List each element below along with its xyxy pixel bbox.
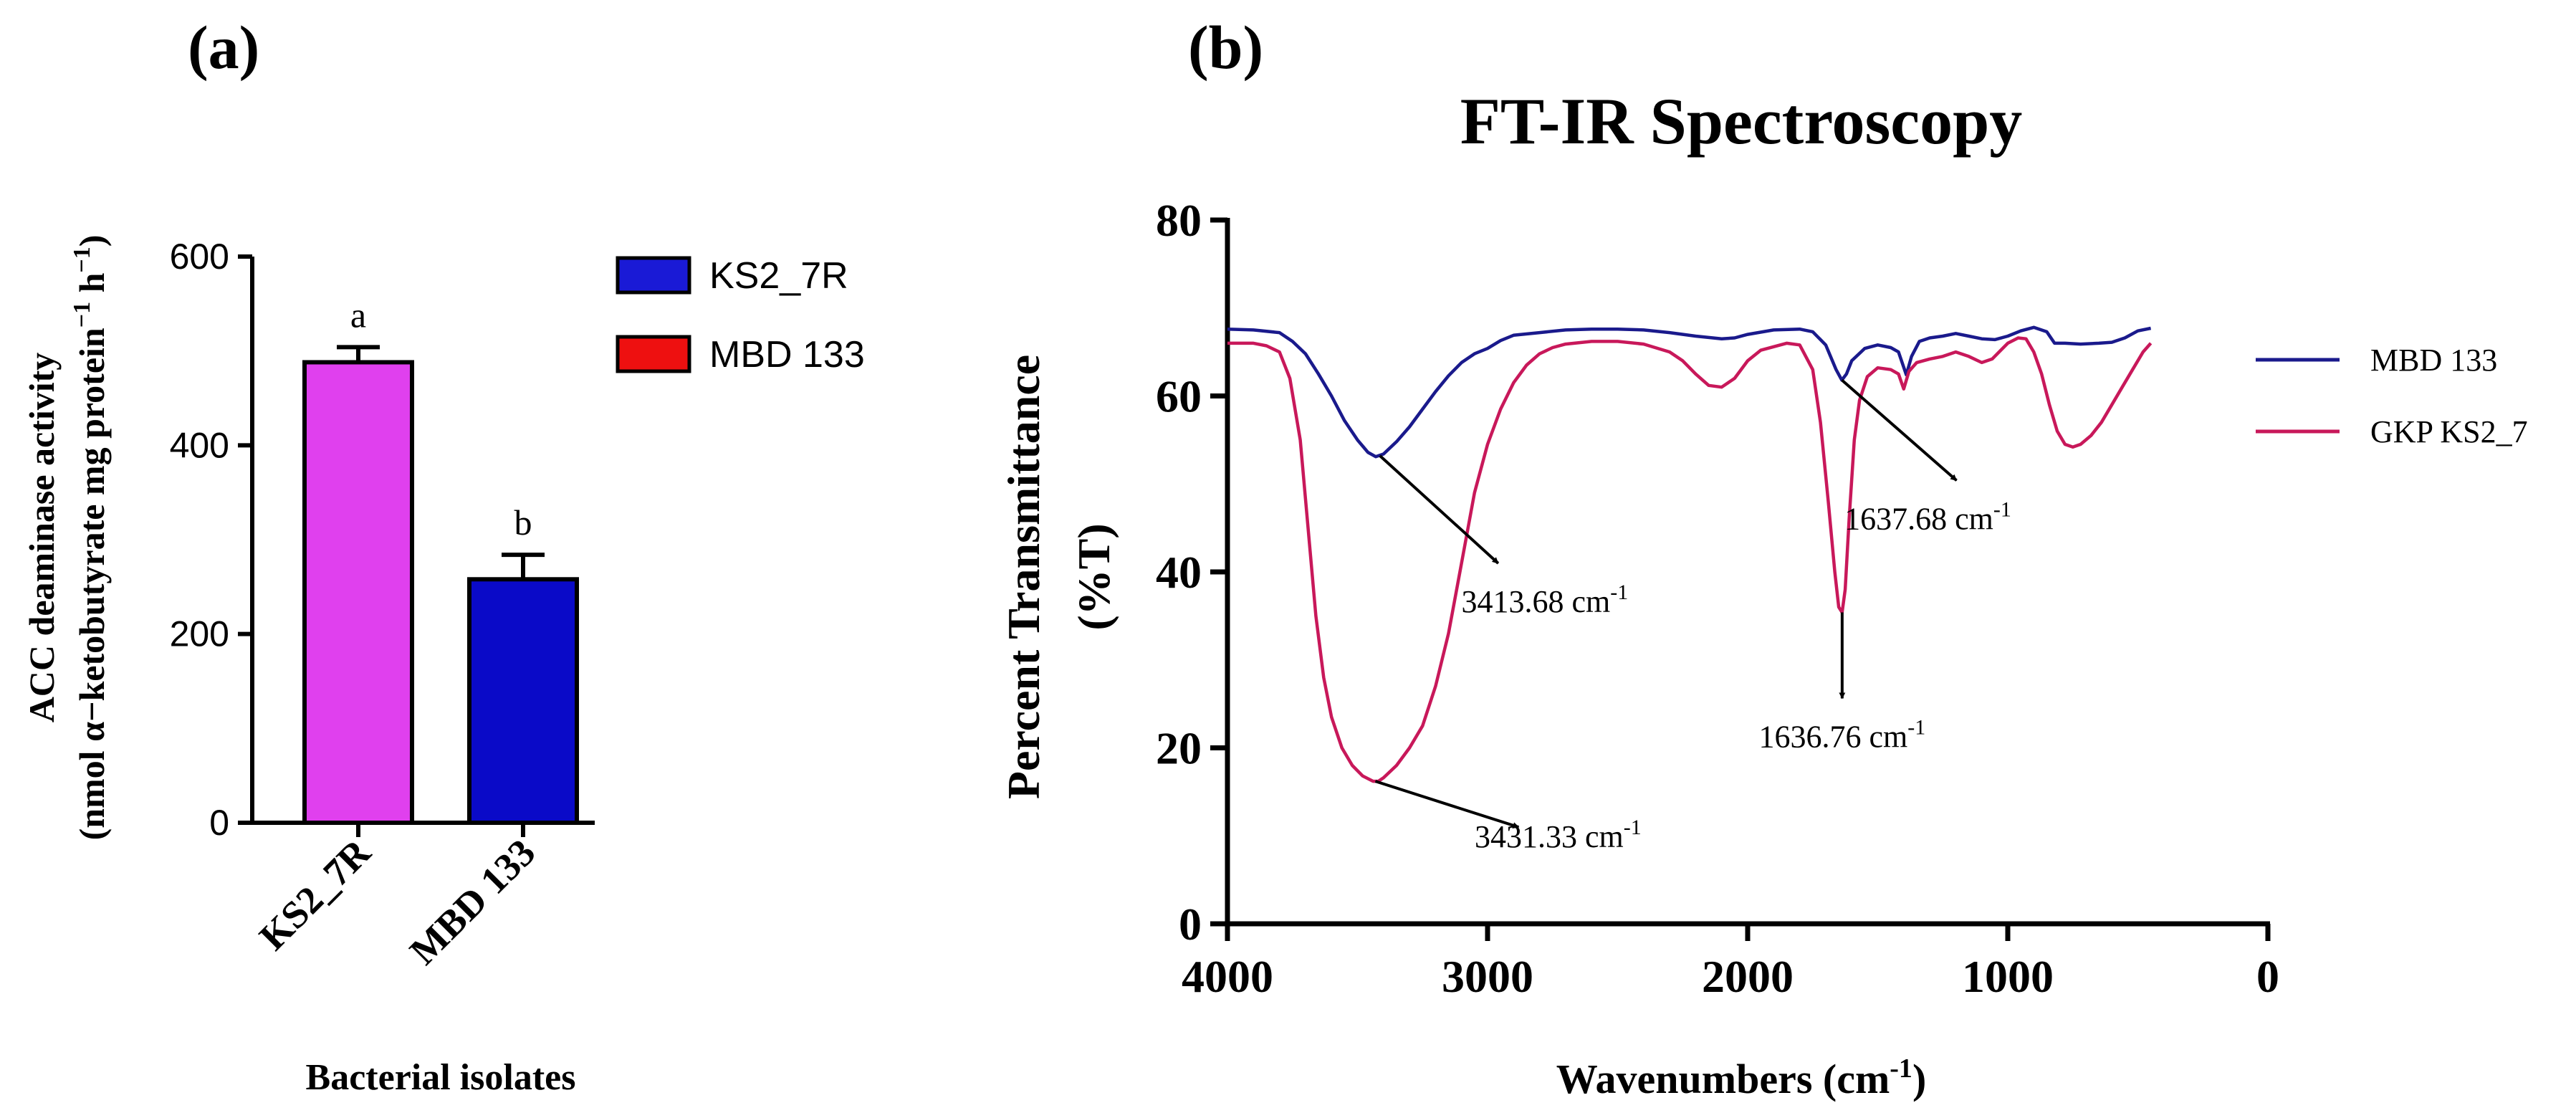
y-tick-label: 0 bbox=[1179, 899, 1202, 950]
significance-letter: a bbox=[350, 295, 366, 335]
spectrum-line bbox=[1227, 336, 2153, 783]
xlabel-post: ) bbox=[1912, 1056, 1926, 1102]
annotation-unit-exponent: -1 bbox=[1993, 497, 2011, 521]
legend-label: GKP KS2_7 bbox=[2370, 414, 2528, 449]
panel-a-legend: KS2_7R MBD 133 bbox=[616, 255, 865, 376]
annotation-unit-exponent: -1 bbox=[1610, 581, 1628, 604]
panel-b-label: (b) bbox=[1188, 13, 1263, 82]
y-tick-label: 600 bbox=[170, 237, 229, 277]
ylabel-line2-pre: (nmol α−ketobutyrate mg protein bbox=[72, 328, 112, 840]
annotation-value: 1636.76 cm bbox=[1758, 719, 1907, 754]
panel-b-ylabel-line2: (%T) bbox=[1068, 523, 1119, 630]
annotation-value: 1637.68 cm bbox=[1844, 501, 1993, 536]
annotation-arrow bbox=[1374, 780, 1520, 829]
annotation-value: 3413.68 cm bbox=[1461, 584, 1610, 619]
annotation-label: 1637.68 cm-1 bbox=[1844, 497, 2011, 536]
panel-a: (a) ACC deaminase activity (nmol α−ketob… bbox=[21, 13, 865, 1098]
panel-b-title: FT-IR Spectroscopy bbox=[1460, 85, 2023, 158]
panel-b-ylabel-line1: Percent Transmittance bbox=[998, 355, 1049, 799]
panel-b-lines bbox=[1227, 325, 2153, 783]
annotation-value: 3431.33 cm bbox=[1475, 819, 1624, 854]
xlabel-sup: -1 bbox=[1890, 1054, 1912, 1084]
x-tick-label: 1000 bbox=[1962, 951, 2054, 1002]
y-tick-label: 200 bbox=[170, 614, 229, 654]
significance-letter: b bbox=[514, 502, 532, 543]
panel-b: (b) FT-IR Spectroscopy Percent Transmitt… bbox=[998, 13, 2528, 1102]
panel-a-ylabel-line1: ACC deaminase activity bbox=[21, 353, 62, 723]
y-tick-label: 80 bbox=[1156, 195, 1202, 246]
annotation-label: 1636.76 cm-1 bbox=[1758, 715, 1925, 754]
ylabel-line2-post: ) bbox=[72, 235, 112, 247]
y-tick-label: 60 bbox=[1156, 371, 1202, 422]
x-tick-label: KS2_7R bbox=[251, 830, 379, 958]
bar bbox=[302, 360, 414, 825]
annotation-unit-exponent: -1 bbox=[1624, 816, 1642, 839]
spectrum-line bbox=[1227, 325, 2152, 459]
ylabel-line2-mid: h bbox=[72, 272, 112, 302]
legend-label: KS2_7R bbox=[709, 255, 848, 297]
annotation-unit-exponent: -1 bbox=[1907, 715, 1925, 739]
x-tick-label: 0 bbox=[2256, 951, 2279, 1002]
x-tick-label: 4000 bbox=[1182, 951, 1273, 1002]
panel-a-bars: ab bbox=[302, 295, 579, 825]
y-tick-label: 40 bbox=[1156, 547, 1202, 598]
legend-label: MBD 133 bbox=[2370, 343, 2497, 378]
x-tick-label: MBD 133 bbox=[401, 831, 543, 973]
annotation-arrow bbox=[1841, 378, 1958, 482]
annotation-label: 3431.33 cm-1 bbox=[1475, 816, 1642, 854]
ylabel-line2-sup1: −1 bbox=[69, 302, 95, 328]
ylabel-line2-sup2: −1 bbox=[69, 247, 95, 272]
panel-a-label: (a) bbox=[188, 13, 259, 82]
annotation-arrow bbox=[1379, 454, 1500, 565]
annotation-label: 3413.68 cm-1 bbox=[1461, 581, 1628, 619]
panel-b-xlabel: Wavenumbers (cm-1) bbox=[1556, 1054, 1927, 1102]
legend-label: MBD 133 bbox=[709, 334, 865, 376]
panel-b-legend: MBD 133 GKP KS2_7 bbox=[2256, 343, 2528, 449]
y-tick-label: 20 bbox=[1156, 723, 1202, 774]
panel-a-xlabel: Bacterial isolates bbox=[306, 1057, 576, 1098]
panel-b-axes: 0 20 40 60 80 4000 3000 2000 1000 0 bbox=[1156, 195, 2279, 1002]
y-tick-label: 0 bbox=[209, 803, 229, 843]
xlabel-pre: Wavenumbers (cm bbox=[1556, 1056, 1890, 1102]
legend-swatch bbox=[616, 256, 691, 295]
legend-swatch bbox=[616, 335, 691, 373]
y-tick-label: 400 bbox=[170, 425, 229, 465]
bar bbox=[467, 577, 579, 825]
x-tick-label: 3000 bbox=[1442, 951, 1533, 1002]
panel-a-ylabel-line2: (nmol α−ketobutyrate mg protein−1 h−1) bbox=[69, 235, 112, 841]
x-tick-label: 2000 bbox=[1702, 951, 1794, 1002]
